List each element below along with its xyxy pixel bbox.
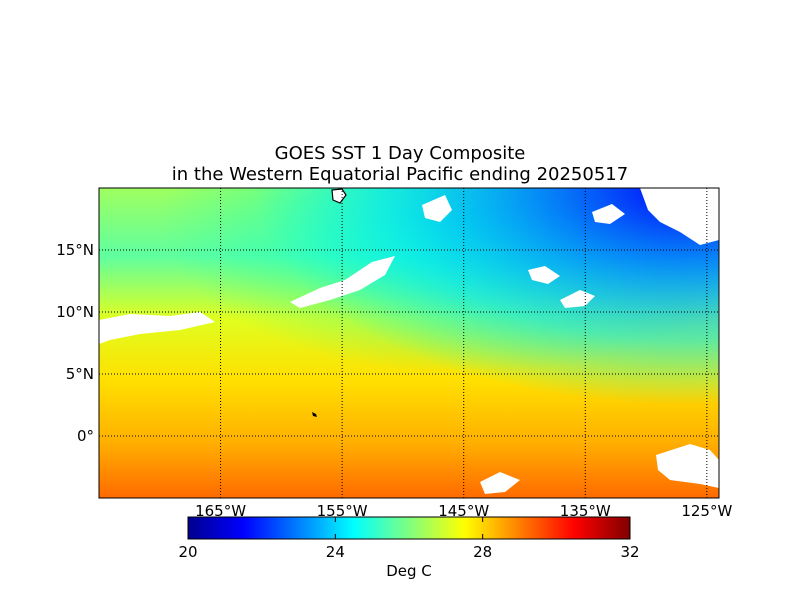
colorbar-tick-label: 28 [473,543,492,561]
colorbar-label: Deg C [386,562,432,580]
colorbar-tick-label: 24 [326,543,345,561]
chart-title-line-2: in the Western Equatorial Pacific ending… [171,164,629,185]
longitude-tick-label: 145°W [438,502,489,520]
latitude-tick-labels: 15°N 10°N 5°N 0° [56,241,94,445]
colorbar-tick-label: 20 [178,543,197,561]
colorbar-ticks: 20 24 28 32 [178,517,640,561]
island-hawaii [331,188,347,204]
cloud-patch [99,312,215,344]
island-small [312,412,317,417]
cloud-patch [640,188,719,245]
latitude-tick-label: 10°N [56,303,94,321]
sst-field [99,188,719,498]
latitude-tick-label: 5°N [66,365,94,383]
latitude-tick-label: 0° [77,427,94,445]
latitude-tick-label: 15°N [56,241,94,259]
longitude-tick-label: 155°W [317,502,368,520]
longitude-tick-label: 125°W [681,502,732,520]
map-frame [98,187,720,499]
cloud-patch [422,195,452,222]
cloud-patch [560,290,595,308]
colorbar-tick-label: 32 [620,543,639,561]
graticule [99,188,719,498]
colorbar [187,516,631,540]
sst-cold-region [99,188,719,498]
cloud-patch [656,444,719,488]
longitude-tick-label: 165°W [195,502,246,520]
chart-title-line-1: GOES SST 1 Day Composite [274,143,526,164]
cloud-patch [480,472,520,494]
cloud-patch [592,204,625,224]
cloud-patch [528,266,560,284]
longitude-tick-labels: 165°W 155°W 145°W 135°W 125°W [195,502,732,520]
longitude-tick-label: 135°W [560,502,611,520]
